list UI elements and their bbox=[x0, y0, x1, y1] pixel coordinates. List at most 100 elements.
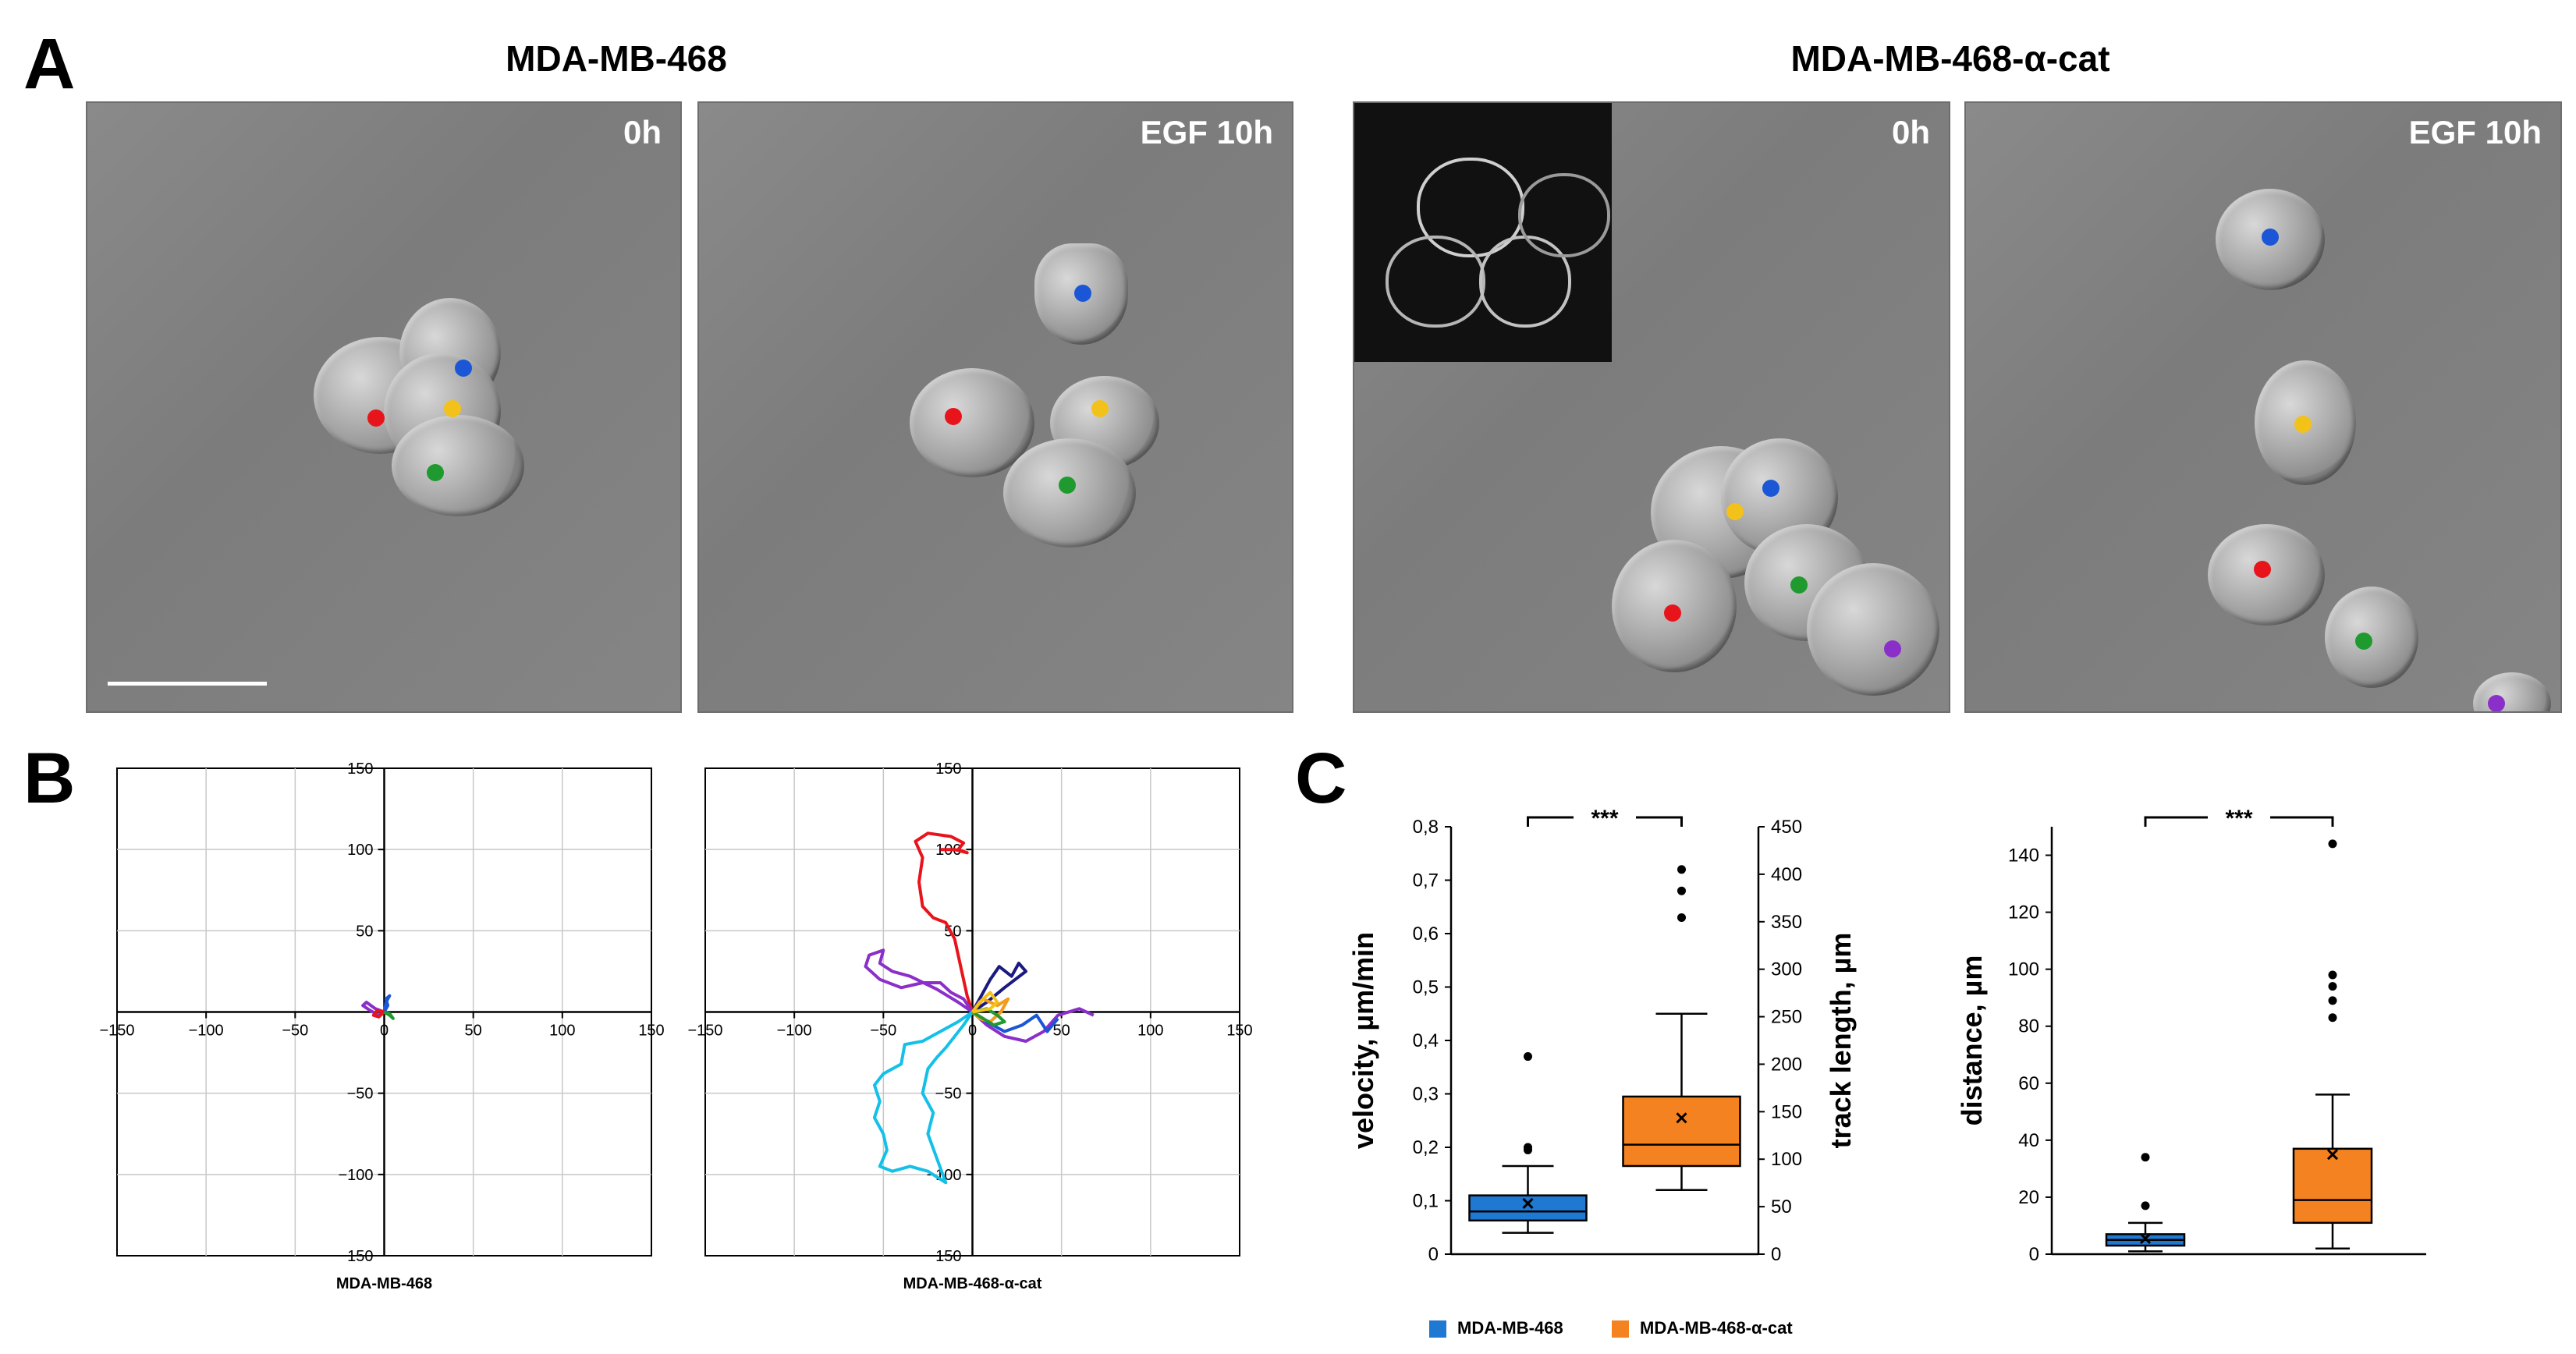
box bbox=[2292, 1147, 2373, 1225]
track-marker-yellow bbox=[1091, 400, 1109, 417]
x-axis-label: MDA-MB-468 bbox=[336, 1275, 432, 1292]
y-tick-label: −50 bbox=[347, 1086, 374, 1103]
significance-bg bbox=[2208, 806, 2270, 828]
significance-stars: *** bbox=[1591, 806, 1618, 831]
y-tick-label: 140 bbox=[2008, 845, 2039, 867]
outlier-point bbox=[1677, 865, 1686, 874]
legend-label: MDA-MB-468 bbox=[1457, 1318, 1563, 1338]
x-tick-label: 0 bbox=[380, 1023, 389, 1040]
outlier-point bbox=[2328, 970, 2337, 980]
y-axis-label: velocity, µm/min bbox=[1347, 932, 1379, 1149]
legend-item-parental: MDA-MB-468 bbox=[1429, 1318, 1563, 1338]
track-marker-yellow bbox=[2294, 416, 2312, 433]
box bbox=[1622, 1095, 1741, 1168]
x-tick-label: 100 bbox=[549, 1023, 575, 1040]
x-tick-label: 150 bbox=[638, 1023, 664, 1040]
group-title-parental: MDA-MB-468 bbox=[506, 38, 727, 79]
x-tick-label: −100 bbox=[777, 1023, 812, 1040]
outlier-point bbox=[2328, 1013, 2337, 1023]
significance-stars: *** bbox=[2225, 806, 2252, 831]
y-axis-label: distance, µm bbox=[1956, 955, 1988, 1126]
trajectory-track bbox=[914, 831, 974, 1013]
y-tick-label: 40 bbox=[2018, 1130, 2039, 1151]
track-marker-red bbox=[367, 409, 385, 427]
track-marker-red bbox=[945, 408, 962, 425]
panel-label-b: B bbox=[23, 739, 76, 818]
micrograph-label: 0h bbox=[1891, 114, 1930, 151]
y-tick-label: 0,5 bbox=[1413, 977, 1439, 998]
legend-swatch bbox=[1612, 1320, 1629, 1338]
legend-swatch bbox=[1429, 1320, 1446, 1338]
y-tick-label: 50 bbox=[356, 923, 373, 940]
mean-marker bbox=[1522, 1197, 1534, 1209]
outlier-point bbox=[2328, 996, 2337, 1005]
cell bbox=[1807, 563, 1939, 696]
velocity-boxplot: 0 0,1 0,2 0,3 0,4 0,5 0,6 0,7 0,8 velocity, µm/mi… bbox=[1347, 806, 1857, 1265]
y2-tick-label: 450 bbox=[1771, 817, 1802, 838]
y-tick-label: 60 bbox=[2018, 1073, 2039, 1094]
y2-tick-label: 350 bbox=[1771, 912, 1802, 933]
panel-label-a: A bbox=[23, 24, 76, 104]
y-tick-label: 0,2 bbox=[1413, 1137, 1439, 1158]
y-tick-label: 20 bbox=[2018, 1187, 2039, 1208]
panel-c-charts: 0 0,1 0,2 0,3 0,4 0,5 0,6 0,7 0,8 velocity, µm/mi… bbox=[1347, 806, 2426, 1265]
y-tick-label: −100 bbox=[338, 1167, 373, 1184]
y-tick-label: 0 bbox=[1428, 1244, 1439, 1265]
track-marker-blue bbox=[1074, 285, 1091, 302]
trajectory-track bbox=[970, 962, 1027, 1014]
track-marker-blue bbox=[455, 360, 472, 377]
outlier-point bbox=[2141, 1153, 2150, 1162]
outlier-point bbox=[1677, 886, 1686, 895]
outlier-point bbox=[2328, 982, 2337, 991]
y2-tick-label: 400 bbox=[1771, 864, 1802, 885]
distance-boxplot: 0 20 40 60 80 100 120 140 distance, µm *** bbox=[1956, 806, 2426, 1265]
y2-tick-label: 300 bbox=[1771, 959, 1802, 980]
track-marker-blue bbox=[2262, 229, 2279, 246]
outlier-point bbox=[2328, 839, 2337, 849]
track-marker-yellow bbox=[444, 400, 461, 417]
y2-tick-label: 0 bbox=[1771, 1244, 1781, 1265]
y-tick-label: 0,3 bbox=[1413, 1084, 1439, 1105]
significance-bg bbox=[1574, 806, 1636, 828]
y-tick-label: 0,7 bbox=[1413, 870, 1439, 891]
panel-label-c: C bbox=[1295, 739, 1347, 818]
track-marker-green bbox=[427, 464, 444, 481]
y-tick-label: 120 bbox=[2008, 902, 2039, 923]
track-marker-purple bbox=[2488, 695, 2505, 711]
x-axis-label: MDA-MB-468-α-cat bbox=[903, 1275, 1042, 1292]
micrograph-label: 0h bbox=[623, 114, 662, 151]
track-marker-green bbox=[1790, 576, 1808, 594]
box bbox=[1468, 1194, 1588, 1222]
x-tick-label: −100 bbox=[189, 1023, 224, 1040]
micrograph-alpha-cat-egf: EGF 10h bbox=[1964, 101, 2562, 713]
cell bbox=[392, 415, 524, 516]
panel-b-charts: −150 −100 −50 0 50 100 150 −150 −100 −50 50 100 150 M… bbox=[99, 760, 1252, 1292]
legend-item-alpha-cat: MDA-MB-468-α-cat bbox=[1612, 1318, 1793, 1338]
mean-marker bbox=[1676, 1112, 1687, 1124]
outlier-point bbox=[1524, 1052, 1532, 1062]
x-tick-label: −50 bbox=[282, 1023, 308, 1040]
track-marker-red bbox=[1664, 604, 1681, 622]
trajectory-track bbox=[872, 1010, 974, 1185]
trajectory-track bbox=[382, 994, 392, 1013]
micrograph-label: EGF 10h bbox=[1140, 114, 1273, 151]
y-tick-label: 100 bbox=[2008, 959, 2039, 980]
trajectory-plot-alpha-cat: −150 −100 −50 0 50 100 150−150−100−5050100150M… bbox=[687, 760, 1252, 1292]
y-tick-label: 80 bbox=[2018, 1016, 2039, 1037]
cell bbox=[2473, 672, 2551, 711]
x-tick-label: 150 bbox=[1226, 1023, 1252, 1040]
mean-marker bbox=[2326, 1149, 2339, 1161]
x-tick-label: −150 bbox=[99, 1023, 134, 1040]
x-tick-label: 100 bbox=[1137, 1023, 1163, 1040]
trajectory-track bbox=[371, 1008, 385, 1019]
y-tick-label: 150 bbox=[347, 760, 373, 778]
micrograph-alpha-cat-0h: 0h bbox=[1353, 101, 1950, 713]
track-marker-purple bbox=[1884, 640, 1901, 658]
mean-marker bbox=[2139, 1232, 2152, 1244]
track-marker-blue bbox=[1762, 480, 1779, 497]
x-tick-label: 0 bbox=[968, 1023, 977, 1040]
track-marker-green bbox=[2355, 633, 2372, 650]
y2-tick-label: 150 bbox=[1771, 1101, 1802, 1122]
track-marker-green bbox=[1059, 477, 1076, 494]
group-title-alpha-cat: MDA-MB-468-α-cat bbox=[1790, 38, 2110, 79]
